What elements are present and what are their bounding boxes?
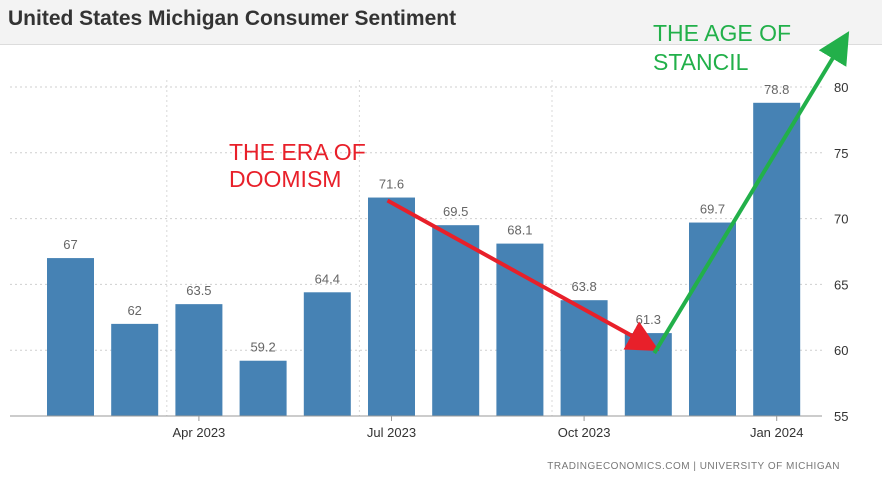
doomism-annotation-line-1: THE ERA OF — [229, 139, 366, 165]
data-label: 64.4 — [315, 271, 340, 286]
y-tick-label: 55 — [834, 409, 848, 424]
bar — [111, 323, 159, 416]
data-label: 67 — [63, 237, 77, 252]
y-tick-label: 65 — [834, 277, 848, 292]
doomism-arrow — [386, 198, 660, 351]
bar — [689, 222, 736, 416]
stancil-annotation-line-2: STANCIL — [653, 49, 749, 75]
bar — [753, 102, 801, 417]
data-label: 61.3 — [636, 312, 661, 327]
bar — [175, 304, 223, 416]
label-layer: 67 62 63.5 59.2 64.4 71.6 69.5 68.1 63.8 61.3 69.7… — [63, 82, 789, 355]
data-label: 69.7 — [700, 202, 725, 217]
x-tick-label: Jan 2024 — [750, 425, 804, 440]
y-tick-label: 70 — [834, 212, 848, 227]
data-label: 71.6 — [379, 177, 404, 192]
x-tick-label: Apr 2023 — [173, 425, 226, 440]
x-tick-label: Jul 2023 — [367, 425, 416, 440]
title-bar: United States Michigan Consumer Sentimen… — [0, 0, 882, 45]
source-credit: TRADINGECONOMICS.COM | UNIVERSITY OF MIC… — [547, 461, 840, 472]
data-label: 63.5 — [186, 283, 211, 298]
chart-title: United States Michigan Consumer Sentimen… — [8, 7, 457, 30]
data-label: 69.5 — [443, 204, 468, 219]
bar — [432, 225, 480, 416]
bar — [303, 292, 351, 416]
bar — [239, 360, 287, 416]
data-label: 68.1 — [507, 223, 532, 238]
y-tick-label: 75 — [834, 146, 848, 161]
y-tick-label: 80 — [834, 80, 848, 95]
data-label: 63.8 — [571, 279, 596, 294]
data-label: 59.2 — [250, 340, 275, 355]
doomism-annotation-line-2: DOOMISM — [229, 166, 341, 192]
x-tick-label: Oct 2023 — [558, 425, 611, 440]
bar-layer — [47, 102, 801, 417]
bar — [47, 258, 94, 416]
data-label: 78.8 — [764, 82, 789, 97]
stancil-arrow — [652, 31, 850, 355]
bar — [368, 197, 415, 416]
bar — [496, 243, 544, 416]
axis-layer: 55 60 65 70 75 80 Apr 2023 Jul 2023 Oct 2023 Jan … — [10, 80, 848, 440]
stancil-annotation-line-1: THE AGE OF — [653, 20, 791, 46]
y-tick-label: 60 — [834, 343, 848, 358]
data-label: 62 — [127, 303, 141, 318]
